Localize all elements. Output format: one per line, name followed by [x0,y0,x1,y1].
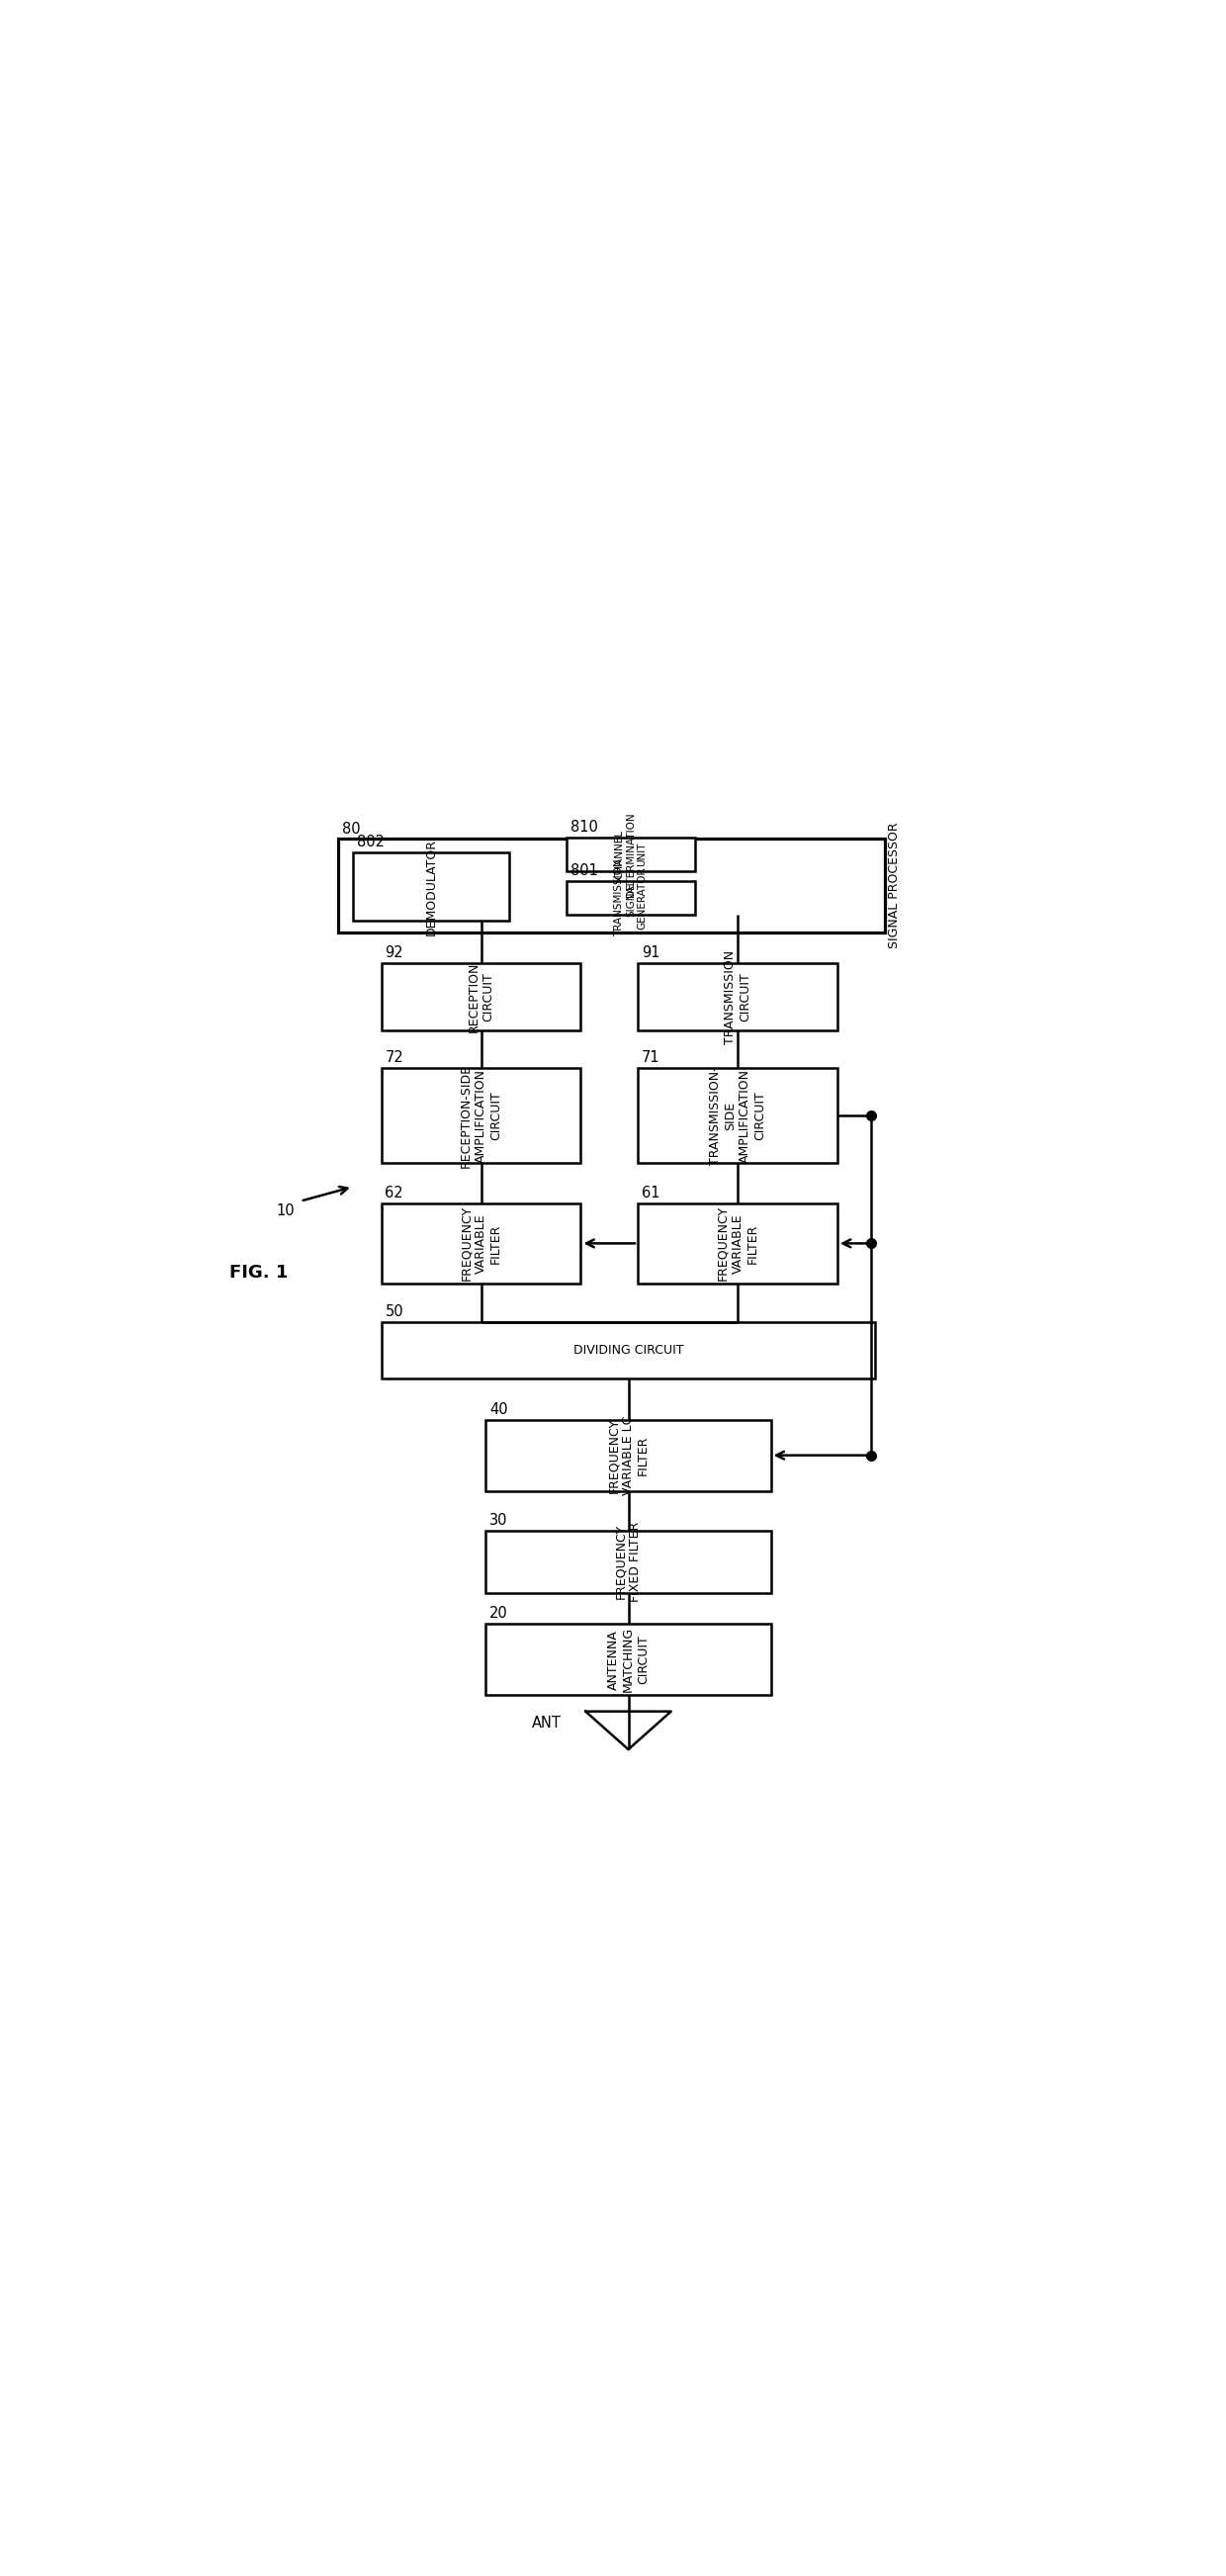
Bar [566,837,695,871]
Text: FREQUENCY
VARIABLE LC
FILTER: FREQUENCY VARIABLE LC FILTER [607,1417,650,1494]
Text: ANTENNA
MATCHING
CIRCUIT: ANTENNA MATCHING CIRCUIT [607,1628,650,1692]
Bar [485,1623,771,1695]
Text: 61: 61 [641,1185,660,1200]
Text: 50: 50 [385,1303,403,1319]
Text: DEMODULATOR: DEMODULATOR [424,837,438,935]
Text: 20: 20 [489,1607,508,1620]
Text: 71: 71 [641,1051,660,1066]
Bar [353,853,510,920]
Text: ANT: ANT [532,1716,562,1731]
Text: TRANSMISSION
SIGNAL
GENERATOR: TRANSMISSION SIGNAL GENERATOR [614,858,647,938]
Bar [338,840,885,933]
Text: 62: 62 [385,1185,403,1200]
Bar [381,1069,581,1164]
Text: TRANSMISSION
CIRCUIT: TRANSMISSION CIRCUIT [723,951,752,1043]
Text: 92: 92 [385,945,403,961]
Text: FREQUENCY
FIXED FILTER: FREQUENCY FIXED FILTER [614,1522,642,1602]
Text: FREQUENCY
VARIABLE
FILTER: FREQUENCY VARIABLE FILTER [460,1206,503,1280]
Text: CHANNEL
DETERMINATION
UNIT: CHANNEL DETERMINATION UNIT [614,811,647,896]
Text: 80: 80 [342,822,360,837]
Bar [381,963,581,1030]
Text: RECEPTION-SIDE
AMPLIFICATION
CIRCUIT: RECEPTION-SIDE AMPLIFICATION CIRCUIT [460,1064,503,1167]
Text: 40: 40 [489,1401,508,1417]
Bar [485,1419,771,1492]
Bar [485,1530,771,1592]
Text: 91: 91 [641,945,660,961]
Text: 801: 801 [570,863,598,878]
Bar [638,963,837,1030]
Text: TRANSMISSION-
SIDE
AMPLIFICATION
CIRCUIT: TRANSMISSION- SIDE AMPLIFICATION CIRCUIT [709,1066,766,1164]
Text: 72: 72 [385,1051,403,1066]
Text: FREQUENCY
VARIABLE
FILTER: FREQUENCY VARIABLE FILTER [716,1206,759,1280]
Text: RECEPTION
CIRCUIT: RECEPTION CIRCUIT [467,961,495,1033]
Bar [381,1321,875,1378]
Text: DIVIDING CIRCUIT: DIVIDING CIRCUIT [574,1345,683,1358]
Bar [381,1203,581,1283]
Bar [638,1203,837,1283]
Text: 802: 802 [357,835,384,850]
Text: FIG. 1: FIG. 1 [229,1265,288,1283]
Text: SIGNAL PROCESSOR: SIGNAL PROCESSOR [888,822,901,948]
Text: 30: 30 [489,1512,508,1528]
Bar [638,1069,837,1164]
Text: 810: 810 [570,819,598,835]
Text: 10: 10 [277,1203,295,1218]
Bar [566,881,695,914]
